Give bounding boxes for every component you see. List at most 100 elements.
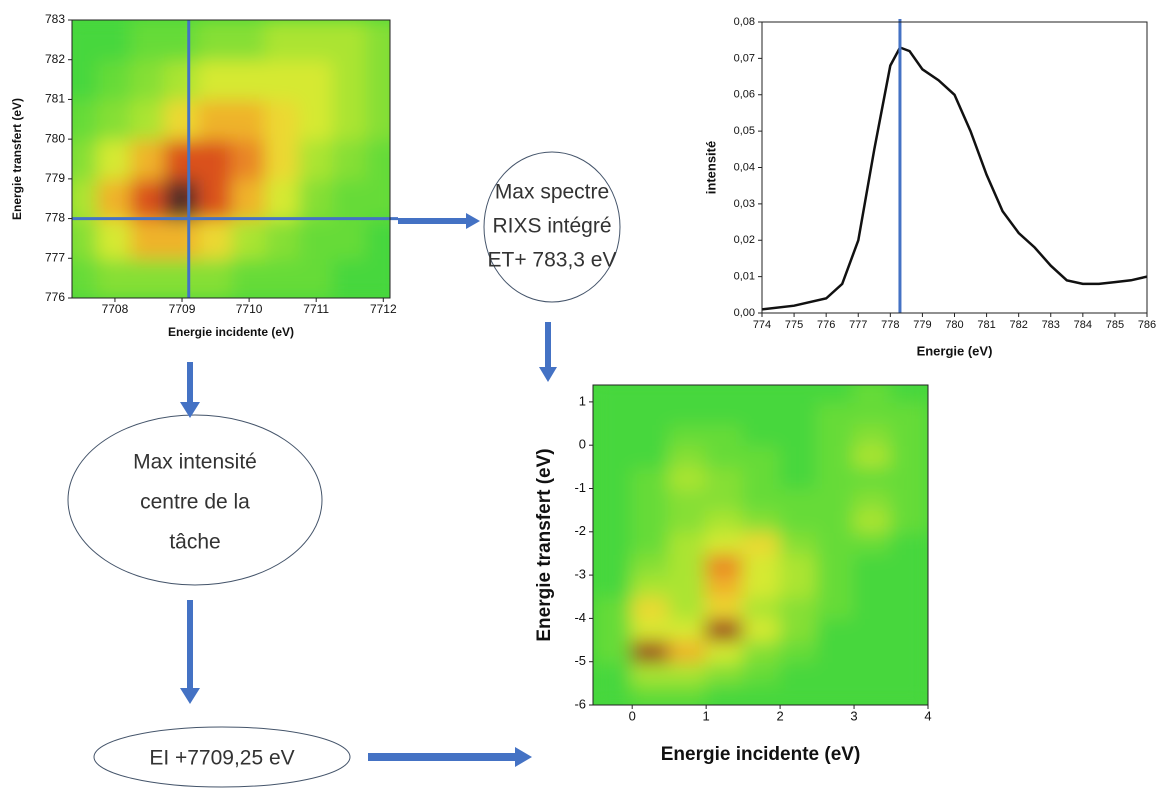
y-tick-label: 0,07	[734, 52, 755, 64]
heat-cell	[97, 177, 133, 220]
y-tick-label: 0	[579, 437, 586, 452]
heat-cell	[890, 487, 928, 512]
arrow	[398, 213, 480, 229]
heat-cell	[298, 58, 334, 101]
heat-cell	[668, 595, 708, 620]
heat-cell	[130, 177, 167, 220]
heat-cell	[779, 682, 819, 705]
heat-cell	[742, 422, 782, 447]
arrow	[180, 362, 200, 418]
x-tick-label: 1	[703, 708, 710, 723]
heat-cell	[631, 465, 671, 490]
heat-cell	[853, 660, 893, 685]
heat-cell	[97, 138, 133, 180]
heat-cell	[816, 444, 856, 468]
heat-cell	[742, 487, 782, 512]
heat-cell	[631, 444, 671, 468]
heat-cell	[594, 660, 634, 685]
heat-cell	[298, 177, 334, 220]
heat-cell	[164, 138, 200, 180]
heat-cell	[705, 574, 745, 598]
heat-cell	[779, 509, 819, 533]
x-tick-label: 784	[1074, 319, 1092, 331]
y-axis-label: Energie transfert (eV)	[10, 98, 24, 220]
x-tick-label: 2	[776, 708, 783, 723]
heat-cell	[594, 509, 634, 533]
heat-cell	[331, 138, 368, 180]
chart: 774 775 776 777 778 779 780 781 782 783 784 785 786 0…	[703, 16, 1156, 359]
heat-cell	[594, 530, 634, 555]
x-tick-label: 776	[817, 319, 835, 331]
heat-cell	[130, 98, 167, 141]
heat-cell	[365, 257, 390, 298]
arrow	[539, 322, 557, 382]
node-text: tâche	[169, 531, 220, 554]
heat-cell	[816, 617, 856, 642]
heat-cell	[668, 444, 708, 468]
heat-cell	[779, 552, 819, 577]
heat-cell	[298, 20, 334, 61]
heat-cell	[668, 422, 708, 447]
y-tick-label: 778	[45, 211, 65, 225]
heat-cell	[164, 257, 200, 298]
heat-cell	[890, 385, 928, 403]
heat-cell	[742, 552, 782, 577]
x-tick-label: 777	[849, 319, 867, 331]
heat-cell	[816, 595, 856, 620]
heat-cell	[853, 385, 893, 403]
heat-cell	[816, 509, 856, 533]
heat-cell	[594, 487, 634, 512]
heat-cell	[853, 465, 893, 490]
heat-cell	[298, 98, 334, 141]
heat-cell	[705, 422, 745, 447]
x-tick-label: 7710	[236, 302, 263, 316]
node-text: EI +7709,25 eV	[149, 747, 294, 770]
heat-cell	[742, 574, 782, 598]
heat-cell	[365, 58, 390, 101]
y-tick-label: 0,08	[734, 16, 755, 28]
heat-cell	[890, 422, 928, 447]
heat-cell	[890, 444, 928, 468]
heat-cell	[668, 617, 708, 642]
y-tick-label: 782	[45, 52, 65, 66]
heat-cell	[779, 385, 819, 403]
heat-cell	[365, 177, 390, 220]
heat-cell	[331, 58, 368, 101]
y-tick-label: 777	[45, 250, 65, 264]
heat-cell	[331, 177, 368, 220]
heat-cell	[72, 98, 100, 141]
heat-cell	[890, 574, 928, 598]
heat-cell	[668, 552, 708, 577]
heat-cell	[72, 257, 100, 298]
heat-cell	[853, 422, 893, 447]
heat-cell	[264, 58, 301, 101]
x-tick-label: 774	[753, 319, 771, 331]
heat-cell	[742, 595, 782, 620]
heat-cell	[594, 574, 634, 598]
heat-cell	[779, 487, 819, 512]
heat-cell	[197, 177, 234, 220]
y-tick-label: 0,03	[734, 198, 755, 210]
arrows	[180, 213, 557, 767]
heat-cell	[72, 177, 100, 220]
heatmap	[72, 20, 390, 298]
heat-cell	[264, 257, 301, 298]
heat-cell	[779, 660, 819, 685]
heat-cell	[164, 58, 200, 101]
x-tick-label: 782	[1009, 319, 1027, 331]
heat-cell	[816, 487, 856, 512]
y-tick-label: -2	[574, 523, 586, 538]
heat-cell	[705, 465, 745, 490]
heat-cell	[264, 138, 301, 180]
heat-cell	[594, 639, 634, 663]
heat-cell	[264, 217, 301, 260]
heat-cell	[594, 444, 634, 468]
heat-cell	[779, 574, 819, 598]
y-tick-label: -6	[574, 696, 586, 711]
heat-cell	[668, 465, 708, 490]
heat-cell	[594, 400, 634, 425]
heat-cell	[631, 682, 671, 705]
x-tick-label: 779	[913, 319, 931, 331]
heat-cell	[853, 509, 893, 533]
